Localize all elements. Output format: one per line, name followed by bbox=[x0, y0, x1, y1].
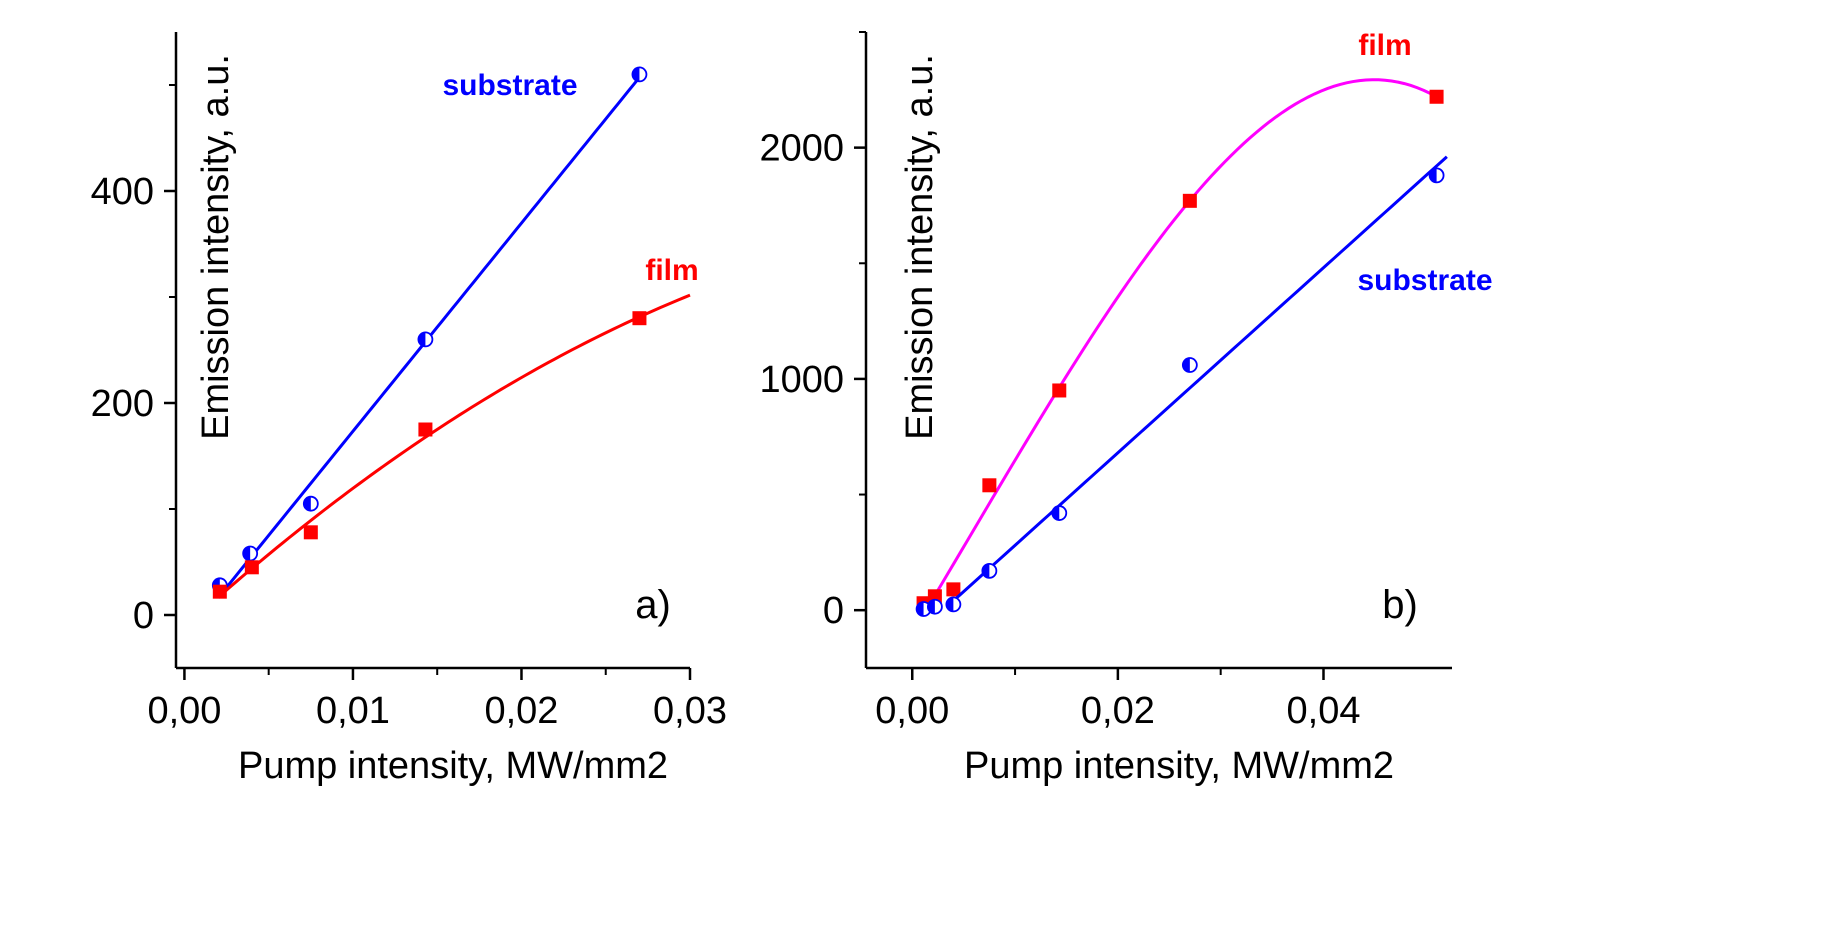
y-tick-label: 0 bbox=[823, 590, 844, 632]
x-tick-label: 0,01 bbox=[316, 690, 390, 732]
marker-fill bbox=[1182, 358, 1190, 373]
film-fit-line bbox=[217, 293, 691, 599]
film-point bbox=[244, 560, 259, 575]
y-tick-label: 0 bbox=[133, 595, 154, 637]
y-tick-label: 1000 bbox=[759, 359, 844, 401]
marker-fill bbox=[632, 67, 640, 82]
substrate-point bbox=[945, 596, 962, 613]
y-tick-label: 400 bbox=[91, 171, 154, 213]
marker-fill bbox=[916, 602, 924, 617]
film-label: film bbox=[1358, 29, 1411, 62]
film-point bbox=[1052, 383, 1067, 398]
marker-fill bbox=[927, 599, 935, 614]
marker-fill bbox=[1429, 168, 1437, 183]
panel-label: b) bbox=[1382, 583, 1418, 627]
marker-fill bbox=[946, 597, 954, 612]
film-point bbox=[982, 478, 997, 493]
film-point bbox=[212, 584, 227, 599]
x-tick-label: 0,03 bbox=[653, 690, 727, 732]
substrate-point bbox=[1181, 357, 1198, 373]
y-axis-title: Emission intensity, a.u. bbox=[195, 54, 237, 440]
x-tick-label: 0,02 bbox=[1081, 690, 1155, 732]
panel-label: a) bbox=[635, 583, 671, 627]
marker-fill bbox=[418, 332, 426, 347]
film-point bbox=[303, 525, 318, 540]
film-point bbox=[946, 582, 961, 597]
substrate-point bbox=[926, 598, 943, 615]
marker-fill bbox=[1052, 506, 1060, 521]
substrate-point bbox=[631, 66, 648, 83]
y-axis-title: Emission intensity, a.u. bbox=[899, 54, 941, 440]
substrate-point bbox=[1051, 505, 1068, 521]
marker-fill bbox=[243, 546, 251, 561]
x-tick-label: 0,00 bbox=[147, 690, 221, 732]
x-tick-label: 0,04 bbox=[1287, 690, 1361, 732]
panel-a: 0,00 0,01 0,02 0,03 0 200 400 Pump intensity, M… bbox=[91, 32, 727, 787]
y-tick-label: 2000 bbox=[759, 128, 844, 170]
x-axis-title: Pump intensity, MW/mm2 bbox=[238, 745, 668, 787]
substrate-label: substrate bbox=[442, 69, 577, 102]
x-axis-title: Pump intensity, MW/mm2 bbox=[964, 745, 1394, 787]
substrate-point bbox=[242, 545, 259, 562]
film-point bbox=[1429, 89, 1444, 104]
film-fit-line bbox=[921, 78, 1438, 617]
substrate-point bbox=[417, 331, 434, 348]
substrate-point bbox=[1428, 167, 1445, 184]
film-point bbox=[1182, 193, 1197, 208]
marker-fill bbox=[303, 496, 311, 511]
film-point bbox=[632, 311, 647, 326]
y-tick-label: 200 bbox=[91, 383, 154, 425]
x-tick-label: 0,00 bbox=[875, 690, 949, 732]
substrate-fit-line bbox=[947, 155, 1448, 607]
marker-fill bbox=[982, 563, 990, 578]
x-tick-label: 0,02 bbox=[484, 690, 558, 732]
panel-b: 0,00 0,02 0,04 0 1000 2000 Pump intensity, MW/… bbox=[759, 29, 1492, 787]
substrate-point bbox=[981, 562, 998, 579]
substrate-point bbox=[302, 495, 319, 512]
film-label: film bbox=[645, 254, 698, 287]
film-point bbox=[418, 422, 433, 437]
substrate-label: substrate bbox=[1357, 264, 1492, 297]
